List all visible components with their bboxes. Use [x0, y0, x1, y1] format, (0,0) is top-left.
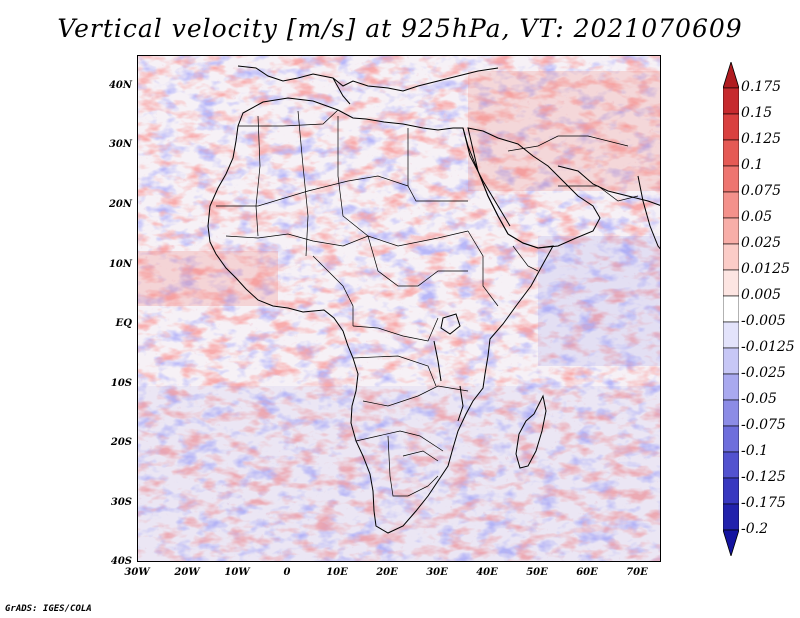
border: [512, 245, 539, 272]
lat-label-20s: 20S: [110, 437, 132, 448]
colorbar-bin: [723, 399, 739, 427]
colorbar-bin: [723, 477, 739, 505]
southern-ocean-tint: [138, 386, 660, 561]
colorbar-label: -0.2: [741, 521, 768, 537]
lat-label-eq: EQ: [115, 318, 132, 329]
lat-label-20n: 20N: [108, 199, 132, 210]
lon-label-10w: 10W: [224, 567, 250, 578]
map-title: Vertical velocity [m/s] at 925hPa, VT: 2…: [57, 14, 743, 43]
border: [297, 110, 309, 257]
colorbar-bin: [723, 373, 739, 401]
border: [238, 109, 339, 127]
lon-label-20e: 20E: [376, 567, 398, 578]
border: [558, 185, 639, 202]
colorbar-label: 0.125: [741, 131, 782, 147]
colorbar-bin: [723, 217, 739, 245]
lon-label-20w: 20W: [174, 567, 200, 578]
arabia-coastline: [467, 127, 601, 249]
colorbar-bin: [723, 347, 739, 375]
map-canvas: [138, 56, 660, 561]
lake-malawi: [457, 385, 464, 422]
atlantic-updraft-band: [138, 251, 278, 306]
coastlines: [207, 65, 660, 534]
red-sea-coast: [462, 127, 511, 227]
border: [312, 255, 354, 326]
lake-tanganyika: [433, 340, 442, 382]
madagascar-coastline: [515, 394, 547, 469]
colorbar-bin: [723, 503, 739, 531]
map-panel: [137, 55, 661, 562]
colorbar-label: 0.025: [741, 235, 782, 251]
field-noise-fine: [138, 56, 660, 561]
border: [352, 317, 439, 342]
border: [387, 435, 439, 497]
gulf-coast: [557, 165, 660, 206]
colorbar-bottom-cap: [723, 529, 739, 556]
colorbar-label: 0.005: [741, 287, 782, 303]
lat-label-40s: 40S: [110, 556, 132, 567]
lat-label-30n: 30N: [108, 139, 132, 150]
colorbar-label: 0.175: [741, 79, 782, 95]
border: [216, 175, 409, 207]
border: [367, 235, 468, 287]
colorbar-top-cap: [723, 62, 739, 89]
colorbar-bin: [723, 139, 739, 167]
lat-label-10s: 10S: [110, 378, 132, 389]
border: [407, 128, 468, 202]
colorbar-label: 0.1: [741, 157, 764, 173]
colorbar-bin: [723, 165, 739, 193]
border: [402, 450, 439, 462]
colorbar-label: 0.075: [741, 183, 782, 199]
lon-label-60e: 60E: [576, 567, 598, 578]
lon-label-50e: 50E: [526, 567, 548, 578]
colorbar-label: -0.075: [741, 417, 786, 433]
india-coastline: [637, 175, 660, 250]
lat-label-40n: 40N: [108, 80, 132, 91]
colorbar-label: -0.0125: [741, 339, 795, 355]
grads-credit: GrADS: IGES/COLA: [5, 604, 92, 614]
colorbar-label: -0.005: [741, 313, 786, 329]
border: [225, 230, 469, 247]
colorbar-label: 0.05: [741, 209, 773, 225]
border: [507, 135, 629, 152]
colorbar-bin: [723, 113, 739, 141]
colorbar-bin: [723, 269, 739, 297]
colorbar-bin: [723, 191, 739, 219]
colorbar-bin: [723, 425, 739, 453]
lon-label-70e: 70E: [626, 567, 648, 578]
lake-victoria: [440, 313, 461, 335]
africa-coastline: [207, 97, 554, 534]
lon-label-30e: 30E: [426, 567, 448, 578]
colorbar-label: -0.1: [741, 443, 768, 459]
colorbar-label: 0.15: [741, 105, 773, 121]
colorbar-label: -0.175: [741, 495, 786, 511]
colorbar-bin: [723, 243, 739, 271]
border: [352, 355, 437, 387]
italy-coastline: [332, 77, 351, 105]
country-borders: [216, 109, 639, 497]
colorbar-label: -0.05: [741, 391, 777, 407]
colorbar-bin: [723, 87, 739, 115]
colorbar-label: 0.0125: [741, 261, 790, 277]
lon-label-40e: 40E: [476, 567, 498, 578]
colorbar-bin: [723, 295, 739, 323]
border: [337, 116, 369, 237]
colorbar-bin: [723, 321, 739, 349]
lon-label-10e: 10E: [326, 567, 348, 578]
colorbar-label: -0.025: [741, 365, 786, 381]
border: [355, 430, 444, 452]
indian-ocean-downdraft-region: [538, 236, 660, 366]
europe-coastline: [237, 65, 499, 92]
lon-label-30w: 30W: [124, 567, 150, 578]
arabia-updraft-region: [468, 71, 660, 191]
border: [362, 385, 469, 407]
colorbar: [723, 62, 739, 556]
lat-label-10n: 10N: [108, 259, 132, 270]
lon-label-0: 0: [283, 567, 291, 578]
colorbar-bin: [723, 451, 739, 479]
border: [255, 115, 261, 237]
colorbar-label: -0.125: [741, 469, 786, 485]
lat-label-30s: 30S: [110, 497, 132, 508]
border: [467, 230, 499, 307]
